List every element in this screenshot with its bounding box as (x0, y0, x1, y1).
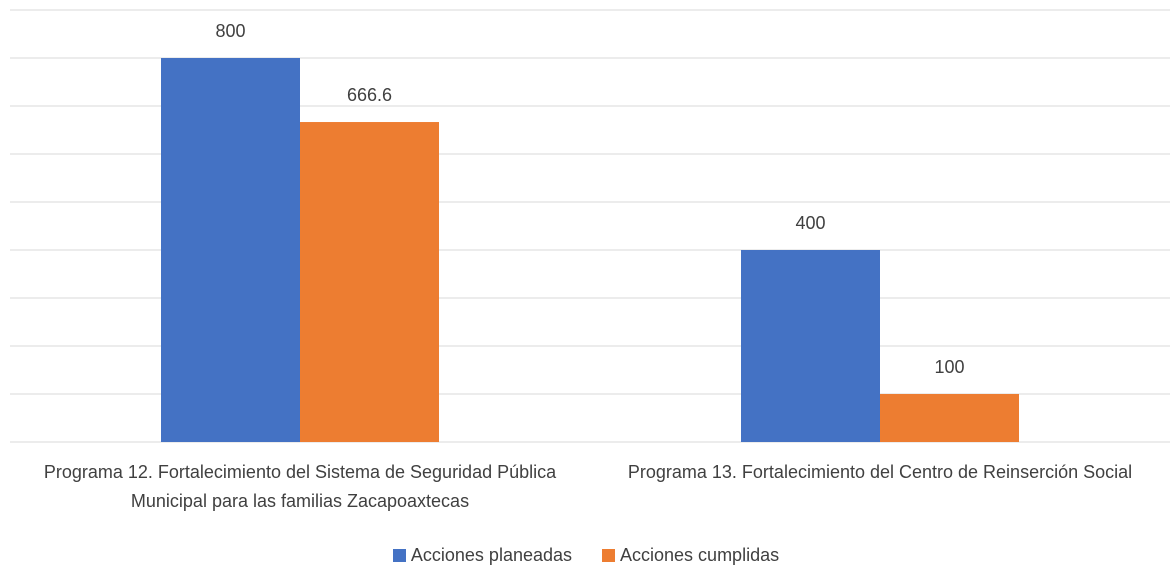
legend-item: Acciones cumplidas (602, 545, 779, 566)
bar (880, 394, 1019, 442)
data-label: 666.6 (347, 85, 392, 105)
bar (300, 122, 439, 443)
bar (741, 250, 880, 442)
data-label: 100 (934, 357, 964, 377)
x-tick-label: Programa 12. Fortalecimiento del Sistema… (43, 462, 557, 511)
legend-item: Acciones planeadas (392, 545, 573, 566)
legend-swatch (392, 549, 406, 562)
legend: Acciones planeadas Acciones cumplidas (0, 545, 1172, 566)
legend-label: Acciones cumplidas (620, 545, 780, 565)
data-label: 400 (795, 213, 825, 233)
legend-swatch (602, 549, 616, 562)
x-tick-label: Programa 13. Fortalecimiento del Centro … (627, 462, 1133, 482)
legend-label: Acciones planeadas (410, 545, 573, 565)
data-label: 800 (215, 21, 245, 41)
bar (161, 58, 300, 442)
